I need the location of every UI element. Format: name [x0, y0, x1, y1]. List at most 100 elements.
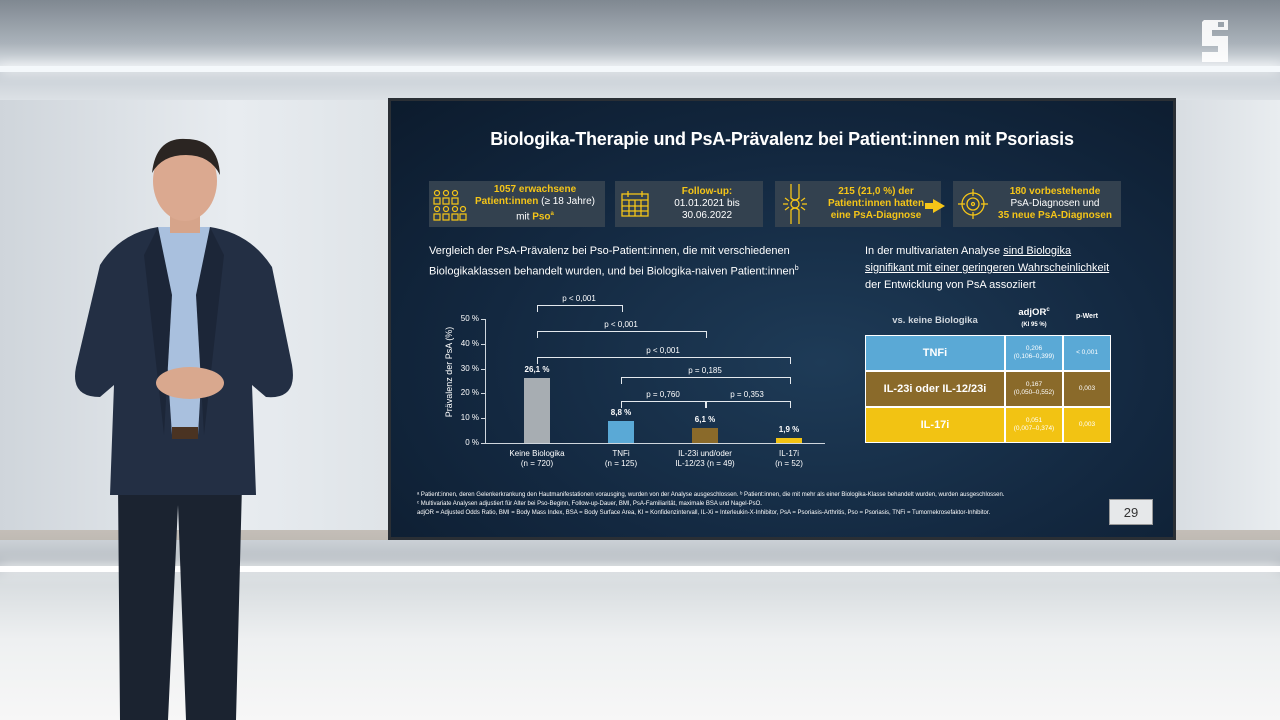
category-label: IL-17i (n = 52) — [749, 449, 829, 469]
arrow-right-icon — [933, 199, 945, 213]
info-patients-pso: Pso — [532, 211, 551, 223]
bar-value-label: 8,8 % — [610, 408, 632, 418]
info-new-line2: PsA-Diagnosen und — [1010, 198, 1100, 209]
studio-ceiling — [0, 0, 1280, 72]
table-header-pvalue: p-Wert — [1075, 313, 1099, 320]
table-row-il17-p: 0,003 — [1063, 407, 1111, 443]
joint-icon — [775, 184, 815, 224]
category-name: TNFi — [612, 449, 630, 458]
psa-prevalence-bar-chart: Prävalenz der PsA (%) 0 % 10 % 20 % 30 % 40 … — [411, 285, 831, 475]
info-diagnosis-line2: Patient:innen hatten — [827, 198, 925, 209]
table-row-tnfi-p: < 0,001 — [1063, 335, 1111, 371]
il17-ci-value: (0,007–0,374) — [1013, 425, 1055, 432]
info-box-followup: Follow-up: 01.01.2021 bis 30.06.2022 — [615, 181, 763, 227]
footnote-2: ᶜ Multivariate Analysen adjustiert für A… — [417, 501, 762, 507]
comparison-p-value: p = 0,760 — [646, 390, 680, 399]
calendar-icon — [615, 184, 655, 224]
footnote-3: adjOR = Adjusted Odds Ratio, BMI = Body … — [417, 510, 991, 516]
bar-0 — [524, 378, 550, 443]
category-n: (n = 720) — [520, 459, 554, 468]
right-description-line1: In der multivariaten Analyse — [865, 245, 1004, 257]
info-diagnosis-line3: eine PsA-Diagnose — [830, 210, 922, 221]
bar-3 — [776, 438, 802, 443]
comparison-p-value: p = 0,185 — [688, 366, 722, 375]
info-patients-line1: 1057 erwachsene — [493, 184, 577, 196]
il23-or-value: 0,167 — [1025, 381, 1043, 388]
presenter — [75, 138, 293, 720]
target-icon — [953, 184, 993, 224]
y-tick-label: 30 % — [460, 363, 479, 373]
info-box-new-diagnoses: 180 vorbestehende PsA-Diagnosen und 35 n… — [953, 181, 1121, 227]
comparison-p-value: p < 0,001 — [646, 346, 680, 355]
bar-1 — [608, 421, 634, 443]
info-new-line1: 180 vorbestehende — [1009, 186, 1101, 197]
comparison-bracket — [621, 401, 707, 408]
tnfi-or-value: 0,206 — [1025, 345, 1043, 352]
table-row-il23-p: 0,003 — [1063, 371, 1111, 407]
y-tick-mark — [481, 418, 485, 420]
category-name: IL-17i — [778, 449, 799, 458]
arrow-shaft — [925, 203, 934, 209]
ceiling-light — [0, 66, 1280, 72]
table-header-adjor: adjORc (KI 95 %) — [1005, 307, 1063, 329]
table-header-comparison: vs. keine Biologika — [892, 315, 978, 326]
comparison-bracket — [705, 401, 791, 408]
comparison-bracket — [621, 377, 791, 384]
footnote-1: ᵃ Patient:innen, deren Gelenkerkrankung … — [417, 492, 1005, 498]
right-description-highlight1: sind Biologika — [1003, 245, 1072, 257]
y-tick-label: 20 % — [460, 388, 479, 398]
comparison-p-value: p < 0,001 — [562, 294, 596, 303]
category-name-2: IL-12/23 (n = 49) — [675, 459, 735, 468]
il17-or-value: 0,051 — [1025, 417, 1043, 424]
comparison-p-value: p = 0,353 — [730, 390, 764, 399]
slide-page-number: 29 — [1109, 499, 1153, 525]
left-description-line2: Biologikaklassen behandelt wurden, und b… — [429, 265, 795, 278]
category-name: Keine Biologika — [509, 449, 565, 458]
info-patients-line2: Patient:innen — [475, 196, 539, 208]
bar-2 — [692, 427, 718, 443]
table-header-ci: (KI 95 %) — [1021, 322, 1047, 329]
y-tick-mark — [481, 443, 485, 444]
info-diagnosis-line1: 215 (21,0 %) der — [838, 186, 914, 197]
comparison-bracket — [537, 357, 791, 364]
right-description: In der multivariaten Analyse sind Biolog… — [865, 243, 1155, 294]
bar-value-label: 1,9 % — [778, 425, 800, 435]
y-tick-label: 10 % — [460, 413, 479, 423]
info-followup-line3: 30.06.2022 — [681, 210, 733, 221]
presentation-screen: Biologika-Therapie und PsA-Prävalenz bei… — [388, 98, 1176, 540]
tnfi-ci-value: (0,106–0,399) — [1013, 353, 1055, 360]
info-box-diagnosis: 215 (21,0 %) der Patient:innen hatten ei… — [775, 181, 941, 227]
category-label: Keine Biologika (n = 720) — [497, 449, 577, 469]
chart-x-axis — [485, 443, 825, 444]
y-tick-mark — [481, 343, 485, 345]
category-label: TNFi (n = 125) — [581, 449, 661, 469]
y-tick-mark — [481, 368, 485, 370]
bar-value-label: 6,1 % — [694, 414, 716, 424]
y-tick-label: 50 % — [460, 314, 479, 323]
comparison-p-value: p < 0,001 — [604, 320, 638, 329]
info-box-patients: 1057 erwachsene Patient:innen (≥ 18 Jahr… — [429, 181, 605, 227]
y-tick-label: 0 % — [465, 438, 479, 447]
footnote-marker-a: a — [550, 211, 554, 218]
comparison-bracket — [537, 331, 707, 338]
left-description: Vergleich der PsA-Prävalenz bei Pso-Pati… — [429, 243, 859, 281]
category-label: IL-23i und/oder IL-12/23 (n = 49) — [665, 449, 745, 469]
y-tick-mark — [481, 393, 485, 395]
table-header-adjor-text: adjOR — [1018, 307, 1047, 319]
slide-title: Biologika-Therapie und PsA-Prävalenz bei… — [490, 129, 1074, 149]
table-row-tnfi-label: TNFi — [865, 335, 1005, 371]
left-description-line1: Vergleich der PsA-Prävalenz bei Pso-Pati… — [429, 245, 790, 257]
channel-logo-icon — [1202, 20, 1228, 62]
comparison-bracket — [537, 305, 623, 312]
right-description-line3: der Entwicklung von PsA assoziiert — [865, 279, 1036, 291]
footnote-marker-c: c — [1046, 307, 1050, 313]
floor-light — [0, 566, 1280, 572]
info-patients-age: (≥ 18 Jahre) — [538, 196, 595, 208]
people-icon — [429, 184, 469, 224]
info-new-line3: 35 neue PsA-Diagnosen — [998, 210, 1112, 221]
table-row-tnfi-or: 0,206 (0,106–0,399) — [1005, 335, 1063, 371]
info-followup-line1: Follow-up: — [681, 186, 733, 197]
bar-value-label: 26,1 % — [524, 365, 550, 375]
info-followup-line2: 01.01.2021 bis — [674, 198, 740, 209]
table-row-il17-or: 0,051 (0,007–0,374) — [1005, 407, 1063, 443]
